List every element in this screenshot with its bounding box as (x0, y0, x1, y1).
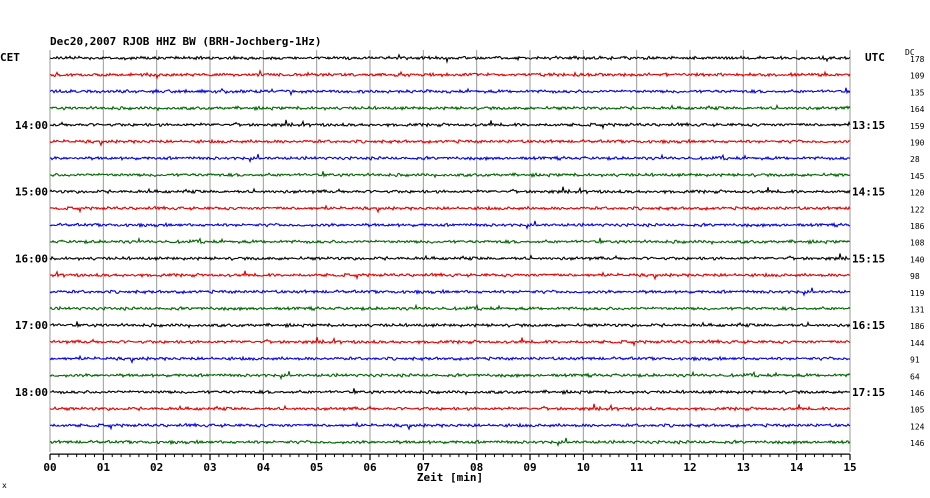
trace-8 (49, 171, 851, 179)
x-tick-label: 06 (363, 461, 377, 474)
x-tick-label: 10 (577, 461, 590, 474)
trace-10 (49, 204, 851, 214)
dc-header: DC (905, 48, 915, 57)
time-label-cet: 16:00 (15, 252, 48, 265)
trace-21 (49, 388, 851, 396)
trace-19 (49, 354, 851, 364)
trace-dc-value: 64 (910, 372, 920, 381)
trace-dc-value: 190 (910, 139, 925, 148)
trace-23 (49, 421, 851, 431)
x-tick-label: 14 (790, 461, 804, 474)
trace-dc-value: 98 (910, 272, 920, 281)
x-tick-label: 08 (470, 461, 483, 474)
time-label-utc: 14:15 (852, 186, 885, 199)
trace-3 (49, 87, 851, 97)
x-tick-label: 03 (203, 461, 216, 474)
trace-6 (49, 138, 851, 147)
time-label-cet: 18:00 (15, 386, 48, 399)
chart-title: Dec20,2007 RJOB HHZ BW (BRH-Jochberg-1Hz… (50, 35, 322, 48)
trace-dc-value: 28 (910, 155, 920, 164)
trace-dc-value: 124 (910, 422, 925, 431)
trace-dc-value: 109 (910, 72, 925, 81)
trace-dc-value: 186 (910, 222, 925, 231)
trace-13 (49, 253, 850, 262)
right-timezone-label: UTC (865, 51, 885, 64)
time-label-cet: 17:00 (15, 319, 48, 332)
time-label-utc: 17:15 (852, 386, 885, 399)
time-label-utc: 16:15 (852, 319, 885, 332)
trace-1 (49, 53, 851, 64)
trace-dc-value: 135 (910, 88, 925, 97)
trace-11 (49, 220, 851, 230)
trace-group (49, 53, 851, 448)
trace-dc-value: 144 (910, 339, 925, 348)
trace-9 (49, 186, 851, 195)
trace-dc-value: 186 (910, 322, 925, 331)
time-label-utc: 13:15 (852, 119, 885, 132)
trace-16 (49, 303, 851, 312)
x-tick-label: 02 (150, 461, 163, 474)
time-label-utc: 15:15 (852, 252, 885, 265)
trace-4 (49, 103, 851, 112)
minute-gridlines (49, 50, 851, 453)
trace-dc-value: 108 (910, 239, 925, 248)
trace-dc-value: 159 (910, 122, 925, 131)
trace-24 (49, 437, 851, 448)
x-tick-label: 00 (43, 461, 56, 474)
trace-labels: 178 109 135 164 159 14:00 13:15 190 28 145 120 15:0… (15, 55, 925, 448)
x-tick-label: 01 (97, 461, 111, 474)
trace-18 (49, 336, 851, 348)
trace-15 (49, 287, 851, 297)
left-timezone-label: CET (0, 51, 20, 64)
trace-dc-value: 146 (910, 439, 925, 448)
trace-dc-value: 119 (910, 289, 925, 298)
x-tick-label: 11 (630, 461, 644, 474)
time-label-cet: 15:00 (15, 186, 48, 199)
corner-mark: x (2, 481, 7, 490)
trace-dc-value: 145 (910, 172, 925, 181)
time-label-cet: 14:00 (15, 119, 48, 132)
trace-dc-value: 91 (910, 356, 920, 365)
trace-20 (49, 370, 851, 381)
x-axis: 00 01 02 03 04 05 06 07 08 09 10 11 12 13 14 15 (43, 453, 857, 474)
x-tick-label: 15 (843, 461, 856, 474)
trace-dc-value: 120 (910, 189, 925, 198)
x-tick-label: 07 (417, 461, 430, 474)
trace-dc-value: 105 (910, 406, 925, 415)
x-axis-label: Zeit [min] (417, 471, 483, 484)
trace-22 (49, 403, 851, 412)
trace-dc-value: 131 (910, 306, 925, 315)
trace-5 (49, 119, 851, 130)
x-tick-label: 12 (683, 461, 696, 474)
x-tick-label: 09 (523, 461, 536, 474)
trace-2 (50, 68, 851, 80)
trace-17 (49, 321, 851, 329)
trace-12 (49, 236, 851, 246)
trace-dc-value: 178 (910, 55, 925, 64)
trace-dc-value: 146 (910, 389, 925, 398)
x-tick-label: 04 (257, 461, 271, 474)
trace-dc-value: 122 (910, 205, 925, 214)
x-tick-label: 05 (310, 461, 323, 474)
trace-dc-value: 164 (910, 105, 925, 114)
trace-14 (50, 270, 851, 281)
trace-7 (49, 153, 851, 164)
x-tick-label: 13 (737, 461, 750, 474)
trace-dc-value: 140 (910, 255, 925, 264)
